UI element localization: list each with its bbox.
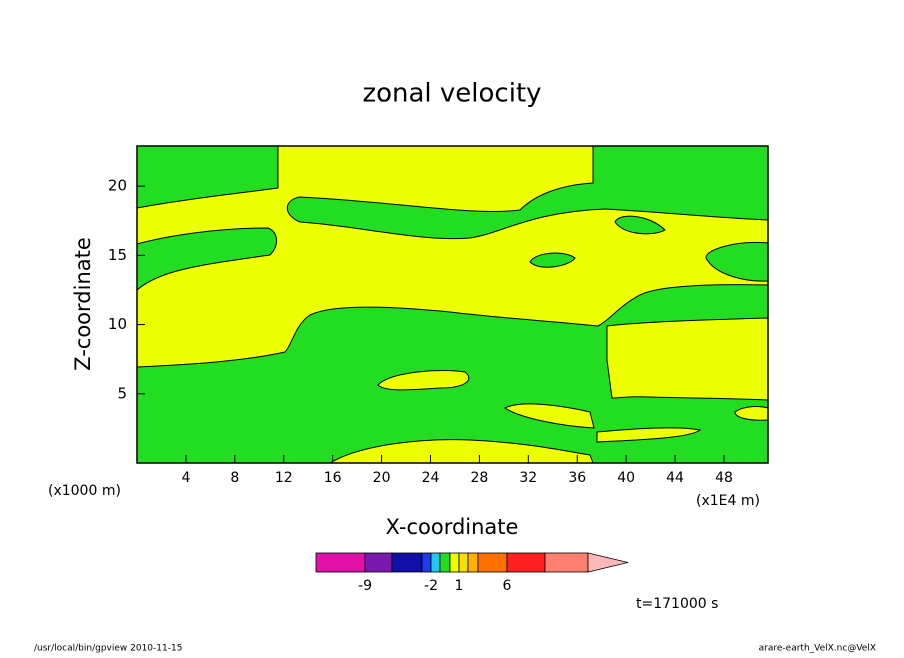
footer-left: /usr/local/bin/gpview 2010-11-15 — [34, 644, 182, 654]
y-axis-label: Z-coordinate — [71, 237, 95, 371]
colorbar-segment — [439, 552, 451, 573]
contour-region — [377, 370, 470, 391]
y-tick-label: 10 — [108, 315, 127, 333]
x-tick-label: 40 — [617, 470, 635, 486]
colorbar-segment — [477, 552, 508, 573]
contour-field — [136, 145, 769, 464]
colorbar-tick-label: -2 — [424, 578, 438, 594]
colorbar-segment — [364, 552, 393, 573]
colorbar-segment — [506, 552, 546, 573]
colorbar-extension — [587, 552, 629, 573]
plot-frame — [136, 145, 769, 464]
colorbar-tick-label: 1 — [455, 578, 464, 594]
chart-title: zonal velocity — [362, 79, 541, 109]
x-tick-label: 20 — [373, 470, 391, 486]
colorbar-segment — [467, 552, 479, 573]
x-tick-label: 36 — [568, 470, 586, 486]
contour-region — [614, 215, 666, 235]
colorbar-tick-label: 6 — [503, 578, 512, 594]
contour-region — [596, 427, 702, 443]
time-label: t=171000 s — [636, 596, 718, 612]
x-tick-label: 28 — [470, 470, 488, 486]
colorbar-segment — [421, 552, 432, 573]
colorbar-segment — [430, 552, 441, 573]
y-tick-label: 5 — [117, 384, 127, 402]
x-axis-label: X-coordinate — [386, 515, 519, 539]
x-tick-label: 24 — [422, 470, 440, 486]
x-tick-label: 32 — [519, 470, 537, 486]
x-unit: (x1E4 m) — [696, 493, 760, 509]
colorbar-segment — [544, 552, 589, 573]
footer-right: arare-earth_VelX.nc@VelX — [759, 644, 876, 654]
colorbar-tick-label: -9 — [358, 578, 372, 594]
y-tick-label: 15 — [108, 246, 127, 264]
x-tick-label: 16 — [324, 470, 342, 486]
x-tick-label: 8 — [230, 470, 239, 486]
x-tick-label: 44 — [666, 470, 684, 486]
colorbar-segment — [449, 552, 460, 573]
x-tick-label: 12 — [275, 470, 293, 486]
x-tick-label: 4 — [181, 470, 190, 486]
colorbar: -9 -2 1 6 — [315, 552, 629, 594]
colorbar-segment — [458, 552, 469, 573]
y-unit: (x1000 m) — [48, 483, 121, 499]
y-tick-label: 20 — [108, 177, 127, 195]
contour-region — [504, 403, 595, 429]
contour-region — [529, 252, 576, 268]
colorbar-segment — [391, 552, 423, 573]
colorbar-segment — [315, 552, 366, 573]
x-tick-label: 48 — [715, 470, 733, 486]
contour-region — [328, 439, 594, 464]
contour-region — [606, 317, 769, 401]
